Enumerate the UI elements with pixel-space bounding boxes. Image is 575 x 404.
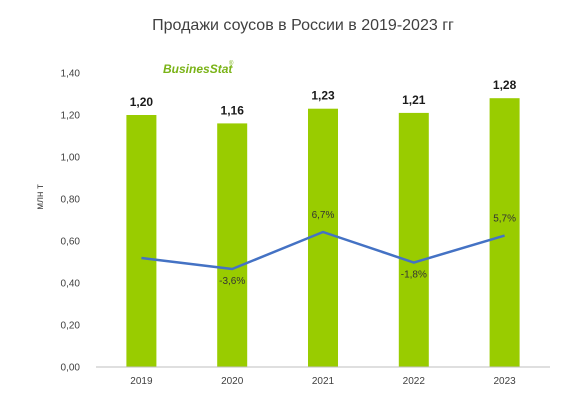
y-tick-label: 0,80 (61, 195, 81, 206)
growth-label: 5,7% (493, 214, 516, 225)
bar-value-label: 1,23 (311, 89, 335, 103)
y-tick-label: 0,20 (61, 321, 81, 332)
x-axis-ticks: 2019 2020 2021 2022 2023 (130, 376, 516, 387)
bar-value-labels: 1,20 1,16 1,23 1,21 1,28 (130, 78, 517, 117)
growth-label: -3,6% (219, 276, 245, 287)
bar-value-label: 1,20 (130, 95, 154, 109)
logo-text-stat: Stat (210, 62, 234, 76)
x-tick-label: 2021 (312, 376, 335, 387)
chart-title: Продажи соусов в России в 2019-2023 гг (152, 17, 454, 34)
bar-2022 (398, 112, 429, 368)
y-tick-label: 1,00 (61, 153, 81, 164)
bar-2023 (489, 98, 520, 367)
bar-value-label: 1,16 (221, 103, 245, 117)
y-tick-label: 0,40 (61, 279, 81, 290)
bar-value-label: 1,21 (402, 93, 426, 107)
growth-labels: -3,6% 6,7% -1,8% 5,7% (219, 210, 516, 287)
x-tick-label: 2023 (493, 376, 516, 387)
y-axis-label: млн т (35, 184, 46, 210)
bar-2020 (217, 123, 248, 368)
growth-line-series (141, 230, 505, 271)
businesstat-logo: BusinesStat ® (163, 60, 234, 76)
y-tick-label: 1,20 (61, 111, 81, 122)
growth-label: -1,8% (401, 270, 427, 281)
svg-text:BusinesStat: BusinesStat (163, 62, 233, 76)
y-tick-label: 0,60 (61, 237, 81, 248)
y-tick-label: 0,00 (61, 363, 81, 374)
bar-value-label: 1,28 (493, 78, 517, 92)
growth-label: 6,7% (312, 210, 335, 221)
growth-line (141, 230, 505, 271)
bar-2021 (308, 108, 338, 367)
logo-registered-mark: ® (229, 60, 234, 67)
x-tick-label: 2020 (221, 376, 244, 387)
x-tick-label: 2022 (403, 376, 426, 387)
bar-2019 (126, 115, 157, 367)
bar-series (126, 98, 520, 368)
y-axis-ticks: 0,00 0,20 0,40 0,60 0,80 1,00 1,20 1,40 (61, 69, 81, 374)
y-tick-label: 1,40 (61, 69, 81, 80)
logo-text-busines: Busines (163, 62, 210, 76)
x-tick-label: 2019 (130, 376, 153, 387)
